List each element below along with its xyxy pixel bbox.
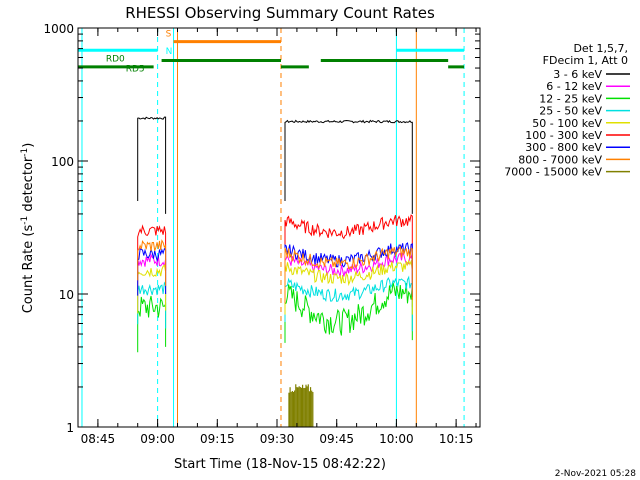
legend-header: FDecim 1, Att 0 — [543, 54, 628, 67]
status-bar-label: S — [166, 30, 172, 40]
y-axis-label-end: ) — [21, 143, 36, 148]
status-bar-label: N — [166, 47, 173, 57]
series-trace — [137, 295, 167, 353]
chart-title: RHESSI Observing Summary Count Rates — [125, 4, 435, 22]
legend-header: Det 1,5,7, — [573, 42, 628, 55]
plot-frame — [77, 27, 481, 428]
legend-entry-label: 25 - 50 keV — [539, 105, 602, 118]
y-axis-label-main: Count Rate (s — [21, 225, 36, 314]
legend-entry-label: 50 - 100 keV — [532, 117, 602, 130]
x-tick-label: 10:00 — [379, 432, 414, 446]
series-trace — [137, 239, 167, 286]
y-tick-label: 10 — [59, 288, 74, 302]
y-axis-label-mid: detector — [21, 156, 36, 216]
x-axis-label: Start Time (18-Nov-15 08:42:22) — [174, 457, 386, 472]
series-trace — [284, 252, 413, 309]
legend-entry-label: 12 - 25 keV — [539, 92, 602, 105]
y-tick-label: 100 — [51, 155, 74, 169]
status-bar-label: RD5 — [126, 65, 145, 75]
legend-entry-label: 7000 - 15000 keV — [504, 166, 602, 179]
legend-entry-label: 300 - 800 keV — [525, 141, 602, 154]
y-tick-label: 1000 — [43, 22, 74, 36]
x-tick-label: 09:45 — [319, 432, 354, 446]
series-trace — [137, 253, 167, 313]
series-trace — [284, 259, 413, 315]
series-trace — [137, 116, 167, 214]
series-trace — [284, 275, 413, 332]
x-tick-label: 09:15 — [200, 432, 235, 446]
series-trace — [137, 224, 167, 271]
y-axis-label-sup1: -1 — [20, 216, 30, 225]
date-stamp: 2-Nov-2021 05:28 — [555, 469, 637, 479]
status-bar-label: RD0 — [106, 54, 125, 64]
legend-entry-label: 100 - 300 keV — [525, 129, 602, 142]
series-trace — [284, 245, 413, 304]
series-trace — [284, 119, 413, 214]
legend-entry-label: 800 - 7000 keV — [518, 153, 602, 166]
x-tick-label: 10:15 — [439, 432, 474, 446]
x-tick-label: 08:45 — [81, 432, 116, 446]
axes: 08:45 09:00 09:15 09:30 09:45 10:00 10:15 1 10 10… — [43, 22, 481, 446]
series-trace — [284, 282, 413, 343]
y-axis-label: Count Rate (s-1 detector-1) — [20, 143, 36, 314]
series-trace — [137, 247, 167, 296]
series-trace — [284, 242, 413, 297]
legend-entry-label: 6 - 12 keV — [546, 80, 602, 93]
x-tick-label: 09:00 — [140, 432, 175, 446]
y-axis-label-sup2: -1 — [20, 148, 30, 157]
series-trace — [284, 214, 413, 269]
series-trace — [137, 281, 167, 329]
legend-entry-label: 3 - 6 keV — [553, 68, 602, 81]
x-tick-label: 09:30 — [260, 432, 295, 446]
y-tick-label: 1 — [66, 421, 74, 435]
series-trace — [137, 264, 167, 314]
